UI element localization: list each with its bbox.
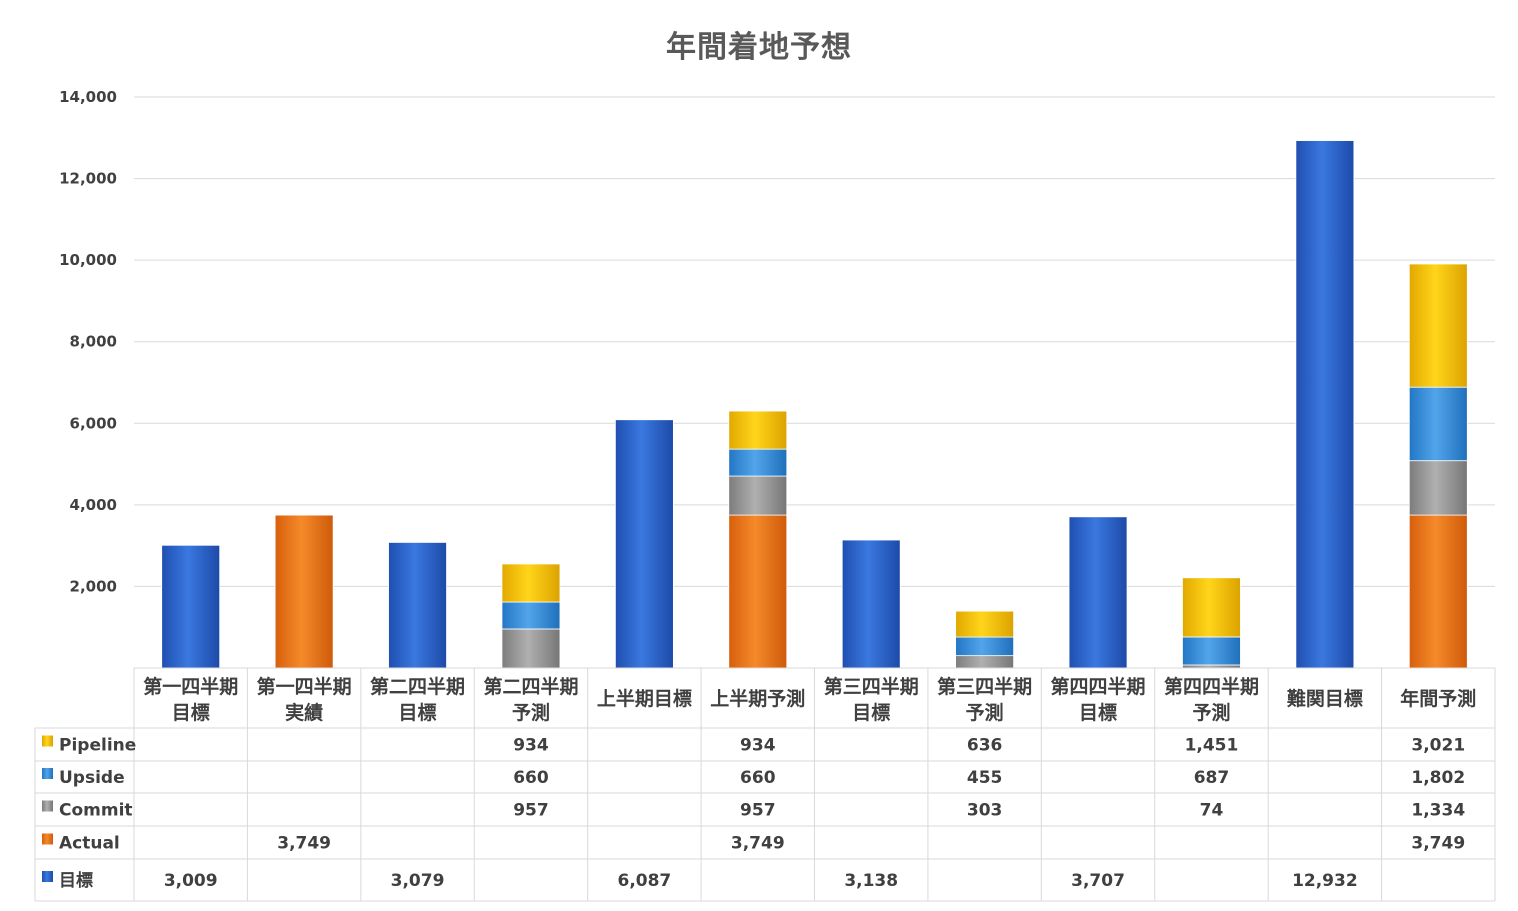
y-tick-label: 6,000 (70, 414, 117, 432)
table-cell-value: 957 (513, 801, 549, 821)
gridlines (134, 96, 1495, 587)
y-tick-label: 2,000 (70, 577, 117, 595)
table-cell-value: 303 (967, 801, 1003, 821)
table-cell-value: 6,087 (617, 871, 671, 891)
bar-target (1068, 516, 1128, 669)
legend-swatch-commit (42, 800, 53, 812)
bar-pipeline (501, 563, 561, 603)
bar-commit (955, 655, 1015, 669)
table-cell-value: 934 (740, 736, 776, 756)
y-tick-label: 14,000 (59, 88, 117, 106)
category-label: 実績 (285, 701, 323, 724)
y-tick-label: 8,000 (70, 333, 117, 351)
category-label: 予測 (966, 701, 1004, 724)
table-cell-value: 687 (1194, 768, 1230, 788)
legend-label-target: 目標 (59, 870, 93, 891)
legend-label-pipeline: Pipeline (59, 736, 136, 756)
bar-upside (1408, 386, 1468, 462)
chart-title: 年間着地予想 (666, 30, 852, 65)
bar-commit (728, 475, 788, 516)
bar-upside (501, 601, 561, 630)
table-cell-value: 660 (513, 768, 549, 788)
table-cell-value: 3,749 (731, 834, 785, 854)
table-cell-value: 1,802 (1411, 768, 1465, 788)
category-label: 目標 (172, 701, 210, 724)
table-cell-value: 3,138 (844, 871, 898, 891)
y-axis-ticks: 2,000 4,000 6,000 8,000 10,000 12,000 14,000 (59, 88, 117, 595)
category-label: 第三四半期 (937, 675, 1032, 698)
bar-pipeline (955, 610, 1015, 638)
bars (161, 140, 1468, 669)
y-tick-label: 4,000 (70, 496, 117, 514)
category-label: 目標 (399, 701, 437, 724)
bar-upside (955, 636, 1015, 657)
y-tick-label: 12,000 (59, 170, 117, 188)
category-label: 予測 (512, 701, 550, 724)
table-cell-value: 1,334 (1411, 801, 1465, 821)
bar-commit (1408, 460, 1468, 516)
table-cell-value: 3,021 (1411, 736, 1465, 756)
bar-target (1295, 140, 1355, 669)
legend-label-actual: Actual (59, 834, 120, 854)
bar-upside (1182, 636, 1241, 666)
legend-swatch-pipeline (42, 735, 53, 747)
table-cell-value: 957 (740, 801, 776, 821)
category-label: 第四四半期 (1051, 675, 1146, 698)
category-label: 予測 (1192, 701, 1230, 724)
table-cell-value: 455 (967, 768, 1003, 788)
bar-target (388, 542, 447, 669)
category-label: 難関目標 (1287, 687, 1363, 710)
bar-pipeline (728, 410, 788, 450)
category-label: 目標 (852, 701, 890, 724)
table-cell-value: 660 (740, 768, 776, 788)
category-label: 第一四半期 (257, 675, 352, 698)
category-label: 第一四半期 (143, 675, 238, 698)
table-cell-value: 3,009 (164, 871, 218, 891)
y-tick-label: 10,000 (59, 251, 117, 269)
bar-actual (728, 514, 788, 669)
bar-pipeline (1408, 263, 1468, 388)
table-cell-value: 1,451 (1185, 736, 1239, 756)
legend-swatch-upside (42, 768, 53, 779)
table-cell-value: 934 (513, 736, 549, 756)
table-cell-value: 3,707 (1071, 871, 1125, 891)
category-label: 第三四半期 (824, 675, 919, 698)
table-cell-value: 3,749 (277, 834, 331, 854)
category-label: 第二四半期 (483, 675, 578, 698)
table-cell-value: 3,749 (1411, 834, 1465, 854)
table-cell-value: 636 (967, 736, 1003, 756)
bar-actual (1408, 514, 1468, 669)
category-label: 第二四半期 (370, 675, 465, 698)
table-cell-value: 3,079 (391, 871, 445, 891)
category-label: 目標 (1079, 701, 1117, 724)
bar-target (161, 544, 221, 669)
legend-swatch-actual (42, 833, 53, 845)
category-label: 第四四半期 (1164, 675, 1259, 698)
table-cell-value: 12,932 (1292, 871, 1358, 891)
bar-target (614, 419, 674, 669)
category-label: 上半期目標 (597, 687, 692, 710)
table-cell-value: 74 (1200, 801, 1224, 821)
category-label: 上半期予測 (710, 687, 805, 710)
legend-label-commit: Commit (59, 801, 133, 821)
legend-swatch-target (42, 871, 53, 882)
bar-actual (274, 514, 334, 669)
bar-pipeline (1182, 577, 1241, 638)
bar-target (841, 539, 901, 669)
category-label: 年間予測 (1400, 687, 1476, 710)
bar-commit (501, 628, 561, 669)
bar-upside (728, 448, 788, 477)
legend-label-upside: Upside (59, 768, 125, 788)
